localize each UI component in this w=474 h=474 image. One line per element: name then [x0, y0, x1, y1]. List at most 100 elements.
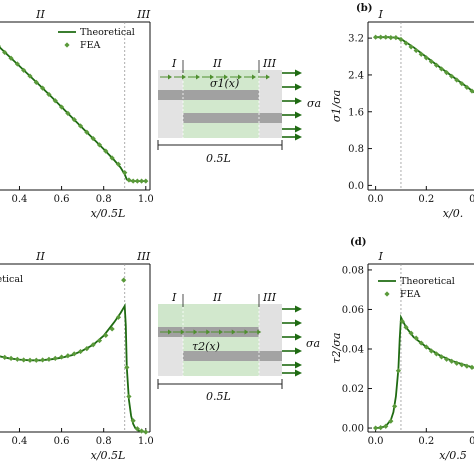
data-point [138, 178, 145, 184]
data-point [459, 81, 465, 87]
stress-label: σ1(x) [210, 77, 239, 90]
data-point [126, 177, 132, 183]
x-tick-label: 0.4 [469, 194, 474, 205]
data-point [0, 355, 2, 358]
data-point [395, 368, 402, 374]
data-point [388, 418, 394, 424]
data-point [58, 354, 65, 360]
data-point [124, 364, 130, 370]
load-arrowhead [295, 333, 302, 341]
region-label: II [35, 250, 45, 263]
force-arrowhead [193, 329, 198, 335]
data-point [40, 85, 46, 91]
x-axis-label: x/0.5 [439, 449, 466, 462]
data-point [449, 73, 455, 79]
data-point [134, 426, 140, 432]
force-arrowhead [210, 74, 214, 80]
data-point [378, 34, 384, 40]
data-point [103, 332, 109, 338]
data-point [14, 61, 20, 67]
data-point [464, 84, 470, 90]
data-point [413, 335, 419, 341]
data-point [122, 170, 128, 176]
force-arrowhead [257, 329, 262, 335]
data-point [33, 79, 39, 85]
x-tick-label: 0.4 [12, 436, 28, 447]
series-line [375, 314, 474, 429]
region-label-I: I [171, 291, 177, 304]
data-point [378, 425, 384, 431]
data-point [121, 277, 127, 283]
data-point [130, 418, 136, 424]
region-label-II: II [212, 291, 222, 304]
force-arrowhead [224, 74, 228, 80]
region-box [158, 304, 183, 330]
data-point [393, 35, 399, 41]
data-point [90, 342, 96, 348]
x-tick-label: 0.8 [96, 436, 112, 447]
force-arrowhead [266, 74, 270, 80]
data-point [418, 340, 424, 346]
region-label-III: III [262, 57, 277, 70]
x-tick-label: 0.4 [12, 194, 28, 205]
data-point [84, 129, 90, 135]
data-point [27, 73, 33, 79]
data-point [399, 318, 405, 324]
x-tick-label: 1.0 [138, 436, 154, 447]
data-point [134, 178, 140, 184]
region-label-II: II [212, 57, 222, 70]
data-point [469, 88, 474, 94]
x-tick-label: 0.2 [418, 436, 434, 447]
load-arrowhead [295, 97, 302, 105]
y-tick-label: 1.6 [348, 107, 364, 118]
data-point [46, 91, 52, 98]
data-point [46, 356, 52, 362]
load-arrows [282, 305, 302, 377]
layer-bar [158, 90, 259, 100]
data-point [383, 34, 389, 40]
data-point [428, 348, 434, 354]
data-point [8, 55, 14, 61]
region-box [259, 70, 282, 138]
layer-bar [183, 113, 282, 123]
data-point [14, 356, 20, 362]
data-point [115, 161, 122, 167]
plot-d: 0.0 0.2 0.4 0.00 0.02 0.04 0.06 0.08 x/0.5 τ2/σa I… [330, 250, 474, 462]
force-arrowhead [196, 74, 200, 80]
data-point [413, 47, 419, 54]
legend-label: FEA [400, 289, 421, 300]
y-tick-label: 2.4 [348, 70, 364, 81]
y-axis-label: σ1/σa [330, 90, 343, 122]
data-point [40, 357, 46, 363]
data-point [449, 358, 455, 364]
arrow-row [160, 74, 270, 80]
data-point [96, 142, 103, 148]
data-point [438, 354, 445, 360]
x-tick-label: 0.8 [96, 194, 112, 205]
region-label-III: III [262, 291, 277, 304]
data-point [408, 44, 414, 50]
region-label-I: I [171, 57, 177, 70]
applied-stress-label: σa [306, 337, 320, 350]
data-point [2, 354, 8, 360]
data-point [84, 346, 90, 352]
y-axis-label: τ2/σa [330, 333, 343, 364]
data-point [444, 70, 450, 76]
length-label: 0.5L [206, 152, 231, 165]
data-point [423, 55, 429, 61]
panel-label-b: (b) [356, 3, 372, 14]
data-point [388, 35, 394, 41]
data-point [454, 360, 460, 366]
x-tick-label: 0.4 [469, 436, 474, 447]
legend-label: FEA [80, 40, 101, 51]
load-arrowhead [295, 319, 302, 327]
data-point [418, 51, 424, 57]
force-arrowhead [180, 329, 185, 335]
force-arrowhead [231, 329, 236, 335]
load-arrowhead [295, 125, 302, 133]
layer-bar [183, 351, 282, 361]
data-point [143, 429, 149, 435]
data-point [109, 326, 115, 332]
series-line [0, 46, 146, 183]
